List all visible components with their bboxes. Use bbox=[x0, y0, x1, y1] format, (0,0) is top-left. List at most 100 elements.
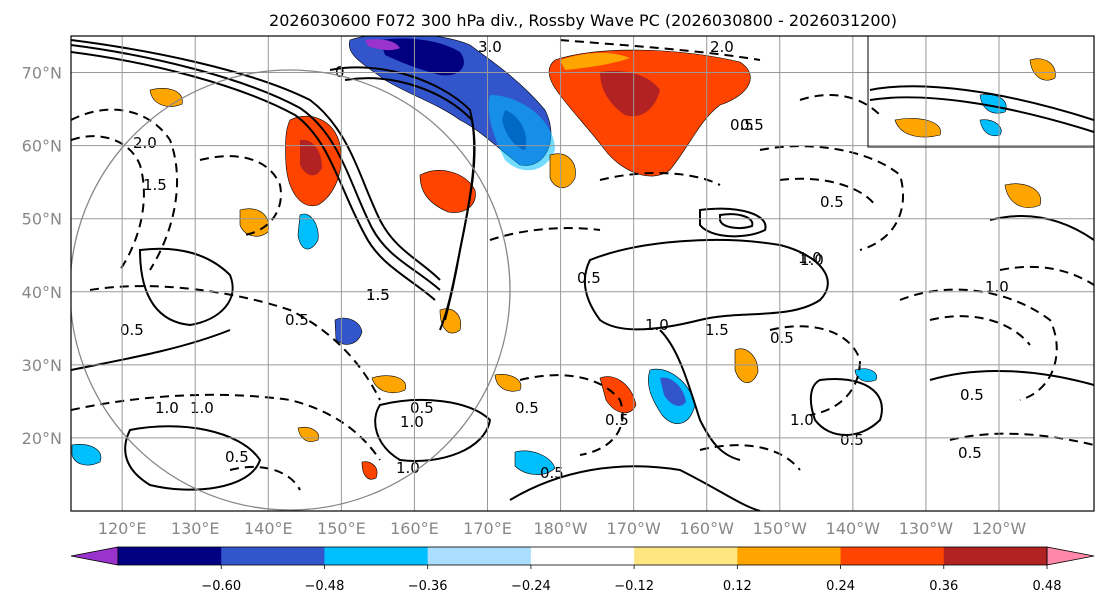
x-tick-label: 130°E bbox=[171, 519, 220, 538]
x-tick-label: 140°W bbox=[826, 519, 881, 538]
y-tick-label: 70°N bbox=[22, 64, 62, 83]
colorbar-segment bbox=[943, 547, 1048, 565]
colorbar-tick-label: 0.24 bbox=[826, 579, 855, 594]
positive-anomaly-region bbox=[149, 88, 183, 107]
x-tick-label: 150°W bbox=[753, 519, 808, 538]
colorbar-frame bbox=[117, 546, 1048, 566]
contour-label: 2.0 bbox=[710, 38, 734, 56]
contour-label: 0 bbox=[335, 63, 345, 81]
contour-label: 0.5 bbox=[120, 321, 144, 339]
colorbar-segment bbox=[118, 547, 222, 565]
shading-layer bbox=[71, 36, 1056, 480]
map-panel: 3.0 2.0 1.5 1.0 0.5 0 0.5 1.0 1.5 0.5 2.… bbox=[71, 36, 1094, 511]
positive-anomaly-region bbox=[300, 139, 322, 176]
contour-label: 0.5 bbox=[840, 431, 864, 449]
y-tick-label: 50°N bbox=[22, 210, 62, 229]
colorbar-segment bbox=[840, 547, 945, 565]
x-axis-ticks: 120°E 130°E 140°E 150°E 160°E 170°E 180°W 170°W… bbox=[98, 519, 1027, 538]
x-tick-label: 150°E bbox=[317, 519, 366, 538]
contour-label: 1.0 bbox=[790, 411, 814, 429]
positive-anomaly-region bbox=[548, 49, 751, 177]
graticule bbox=[71, 36, 1094, 511]
contour-label: 1.5 bbox=[705, 321, 729, 339]
positive-anomaly-region bbox=[599, 376, 637, 414]
contour-label: 1.0 bbox=[985, 278, 1009, 296]
colorbar-extend-high bbox=[1046, 546, 1095, 566]
contour-label: 0.5 bbox=[515, 399, 539, 417]
positive-anomaly-region bbox=[371, 375, 407, 393]
positive-anomaly-region bbox=[560, 52, 630, 70]
colorbar: −0.60 −0.48 −0.36 −0.24 −0.12 0.12 0.24 0.36 0.4… bbox=[70, 546, 1095, 594]
contour-label: 0.5 bbox=[740, 116, 764, 134]
colorbar-tick-label: −0.48 bbox=[305, 579, 345, 594]
negative-anomaly-region bbox=[488, 95, 555, 171]
colorbar-tick-label: −0.36 bbox=[408, 579, 448, 594]
positive-anomaly-region bbox=[894, 118, 941, 138]
contour-label: 3.0 bbox=[478, 38, 502, 56]
y-tick-label: 30°N bbox=[22, 356, 62, 375]
y-tick-label: 20°N bbox=[22, 429, 62, 448]
contour-label: 1.5 bbox=[366, 286, 390, 304]
positive-anomaly-region bbox=[494, 374, 522, 392]
colorbar-tick-label: −0.12 bbox=[614, 579, 654, 594]
negative-anomaly-region bbox=[514, 450, 556, 475]
contour-label: 0.5 bbox=[540, 464, 564, 482]
contour-label: 1.0 bbox=[798, 249, 822, 267]
contour-label: 1.5 bbox=[366, 286, 390, 304]
contour-label: 1.0 bbox=[400, 413, 424, 431]
x-tick-label: 170°W bbox=[606, 519, 661, 538]
y-tick-label: 40°N bbox=[22, 283, 62, 302]
negative-anomaly-region bbox=[297, 213, 319, 250]
y-axis-ticks: 70°N 60°N 50°N 40°N 30°N 20°N bbox=[22, 64, 62, 448]
x-tick-label: 180°W bbox=[533, 519, 588, 538]
contour-label: 1.0 bbox=[800, 251, 824, 269]
negative-anomaly-region bbox=[380, 38, 464, 76]
x-tick-label: 120°E bbox=[98, 519, 147, 538]
contour-label: 1.0 bbox=[190, 399, 214, 417]
x-tick-label: 170°E bbox=[463, 519, 512, 538]
dashed-contours bbox=[71, 39, 1094, 491]
colorbar-segment bbox=[324, 547, 429, 565]
colorbar-tick-label: 0.36 bbox=[929, 579, 958, 594]
x-tick-label: 120°W bbox=[972, 519, 1027, 538]
contour-label: 0.5 bbox=[960, 386, 984, 404]
chart-title: 2026030600 F072 300 hPa div., Rossby Wav… bbox=[269, 11, 897, 30]
contour-label: 1.5 bbox=[143, 176, 167, 194]
contour-label: 0.5 bbox=[577, 269, 601, 287]
contour-label: 1.0 bbox=[155, 399, 179, 417]
contour-label: 0.5 bbox=[820, 193, 844, 211]
contour-label: 1.0 bbox=[645, 316, 669, 334]
colorbar-segment bbox=[634, 547, 738, 565]
contour-label: 0.5 bbox=[410, 399, 434, 417]
colorbar-segment bbox=[427, 547, 532, 565]
contour-label: 0.5 bbox=[605, 411, 629, 429]
x-tick-label: 130°W bbox=[899, 519, 954, 538]
x-tick-label: 140°E bbox=[244, 519, 293, 538]
colorbar-tick-label: −0.60 bbox=[201, 579, 241, 594]
contour-label: 2.0 bbox=[133, 134, 157, 152]
positive-anomaly-region bbox=[1004, 183, 1042, 208]
positive-anomaly-region bbox=[361, 461, 378, 480]
negative-anomaly-region bbox=[660, 377, 686, 406]
region-circle bbox=[71, 69, 511, 511]
positive-anomaly-region bbox=[549, 153, 576, 189]
contour-label: 0.5 bbox=[770, 329, 794, 347]
colorbar-segment bbox=[530, 547, 635, 565]
map-frame bbox=[70, 35, 1095, 512]
contour-label: 1.0 bbox=[396, 459, 420, 477]
contour-label: 0.5 bbox=[285, 311, 309, 329]
x-tick-label: 160°E bbox=[390, 519, 439, 538]
contour-label: 0.5 bbox=[225, 448, 249, 466]
negative-anomaly-region bbox=[979, 119, 1002, 137]
colorbar-segment bbox=[737, 547, 842, 565]
y-tick-label: 60°N bbox=[22, 137, 62, 156]
x-tick-label: 160°W bbox=[680, 519, 735, 538]
positive-anomaly-region bbox=[600, 70, 660, 117]
inset-box bbox=[867, 36, 1094, 148]
contour-label: 0.5 bbox=[958, 444, 982, 462]
positive-anomaly-region bbox=[734, 348, 759, 383]
colorbar-segment bbox=[221, 547, 325, 565]
colorbar-tick-label: 0.12 bbox=[723, 579, 752, 594]
contour-label: 0.5 bbox=[730, 116, 754, 134]
colorbar-tick-label: 0.48 bbox=[1033, 579, 1062, 594]
